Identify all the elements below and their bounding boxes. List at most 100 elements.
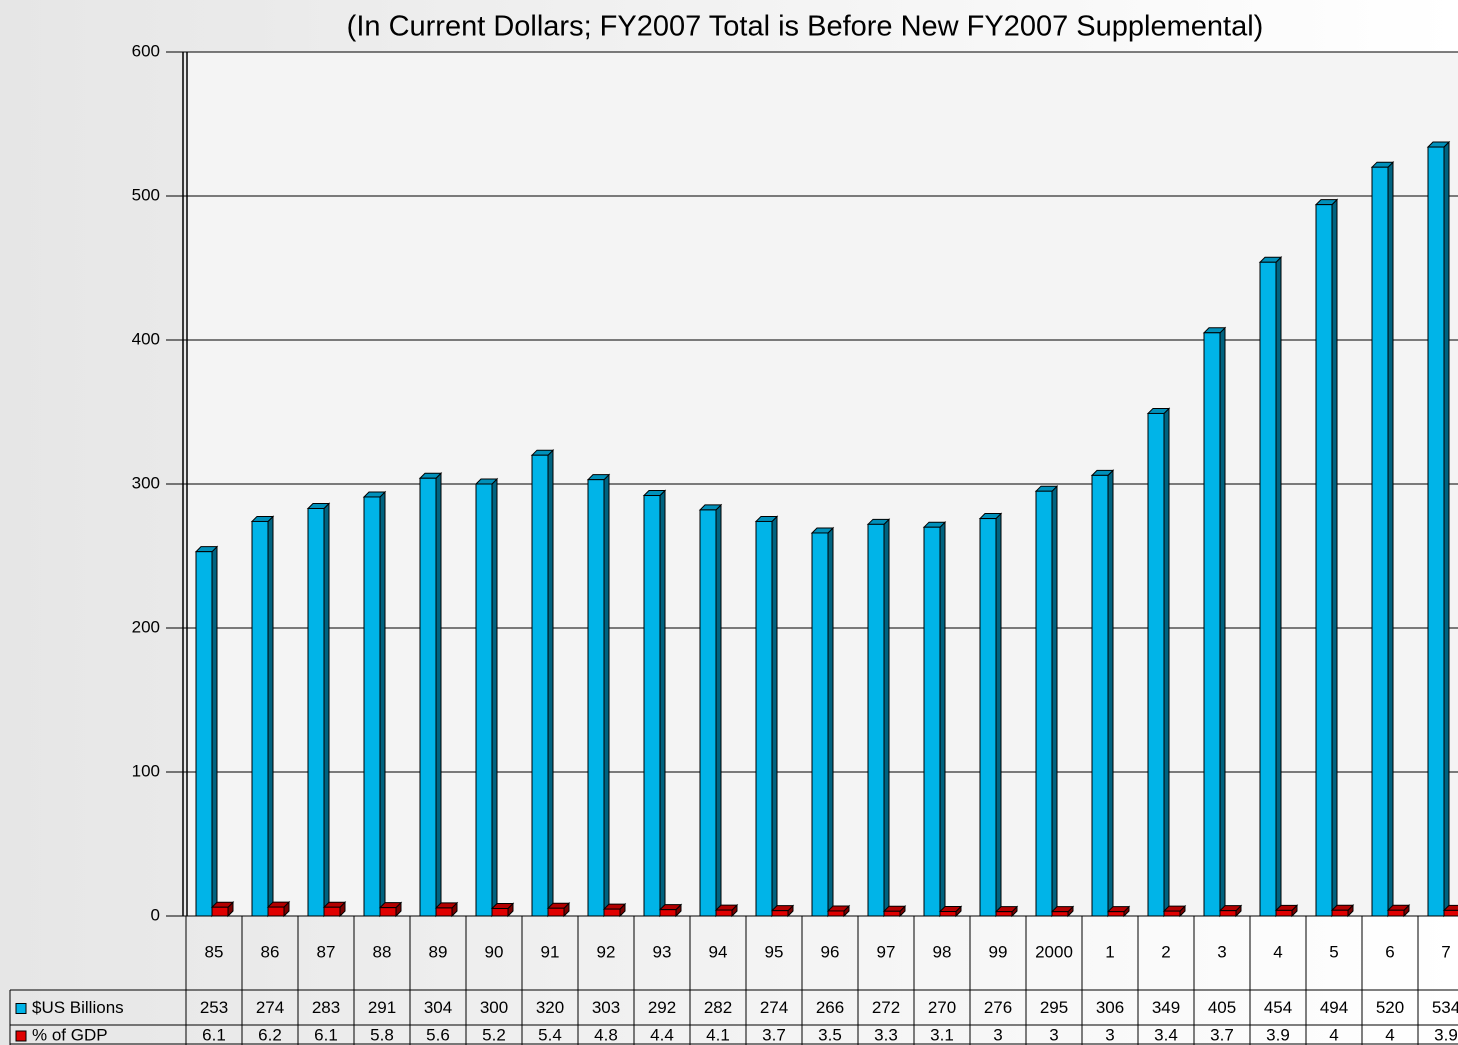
bar	[1371, 166, 1389, 917]
bar-side	[1219, 326, 1226, 918]
table-value: 306	[1096, 998, 1124, 1017]
bar-side	[267, 515, 274, 918]
bar	[923, 526, 941, 917]
bar	[323, 906, 341, 917]
bar	[267, 906, 285, 917]
table-value: 494	[1320, 998, 1348, 1017]
bar-side	[1051, 484, 1058, 918]
bar	[211, 906, 229, 917]
x-tick-label: 89	[429, 942, 448, 961]
bar-side	[323, 502, 330, 918]
bar-side	[603, 473, 610, 918]
bar	[307, 507, 325, 917]
bar-side	[1443, 140, 1450, 918]
bar	[419, 477, 437, 917]
bar	[771, 910, 789, 917]
x-tick-label: 2000	[1035, 942, 1073, 961]
table-value: 3	[993, 1025, 1002, 1044]
bar-side	[659, 489, 666, 918]
x-tick-label: 88	[373, 942, 392, 961]
bar	[1163, 910, 1181, 917]
table-value: 272	[872, 998, 900, 1017]
bar	[547, 907, 565, 917]
table-value: 3.9	[1266, 1025, 1290, 1044]
legend-label: % of GDP	[32, 1025, 108, 1044]
table-value: 454	[1264, 998, 1292, 1017]
table-value: 5.4	[538, 1025, 562, 1044]
table-value: 5.8	[370, 1025, 394, 1044]
y-tick-label: 200	[132, 617, 160, 636]
table-value: 304	[424, 998, 452, 1017]
bar	[1147, 412, 1165, 917]
x-tick-label: 96	[821, 942, 840, 961]
bar	[995, 911, 1013, 917]
table-value: 291	[368, 998, 396, 1017]
table-value: 282	[704, 998, 732, 1017]
bar-side	[379, 490, 386, 918]
bar	[643, 495, 661, 917]
y-tick-label: 500	[132, 185, 160, 204]
x-tick-label: 1	[1105, 942, 1114, 961]
table-value: 303	[592, 998, 620, 1017]
bar	[979, 518, 997, 917]
bar	[491, 908, 509, 917]
bar	[1219, 910, 1237, 917]
bar	[811, 532, 829, 917]
bar	[363, 496, 381, 917]
bar	[195, 551, 213, 917]
table-value: 274	[256, 998, 284, 1017]
bar	[755, 520, 773, 917]
bar-side	[995, 512, 1002, 918]
y-tick-label: 100	[132, 761, 160, 780]
legend-swatch	[15, 1030, 27, 1042]
bar	[603, 908, 621, 917]
table-value: 3.7	[1210, 1025, 1234, 1044]
bar	[531, 454, 549, 917]
table-value: 4.1	[706, 1025, 730, 1044]
table-value: 266	[816, 998, 844, 1017]
table-value: 283	[312, 998, 340, 1017]
bar	[251, 520, 269, 917]
table-value: 270	[928, 998, 956, 1017]
table-value: 295	[1040, 998, 1068, 1017]
bar	[435, 907, 453, 917]
bar	[1315, 204, 1333, 917]
bar	[1107, 911, 1125, 917]
bar-side	[827, 526, 834, 918]
table-value: 3.4	[1154, 1025, 1178, 1044]
bar-side	[211, 545, 218, 918]
table-value: 520	[1376, 998, 1404, 1017]
x-tick-label: 7	[1441, 942, 1450, 961]
table-value: 5.6	[426, 1025, 450, 1044]
bar	[1427, 146, 1445, 917]
x-tick-label: 95	[765, 942, 784, 961]
table-value: 274	[760, 998, 788, 1017]
table-value: 405	[1208, 998, 1236, 1017]
bar	[587, 479, 605, 917]
table-value: 300	[480, 998, 508, 1017]
bar-side	[1331, 198, 1338, 918]
bar-side	[1107, 469, 1114, 918]
bar	[1443, 909, 1458, 917]
bar-side	[1387, 160, 1394, 918]
bar-side	[435, 472, 442, 918]
x-tick-label: 5	[1329, 942, 1338, 961]
table-value: 3.3	[874, 1025, 898, 1044]
table-value: 253	[200, 998, 228, 1017]
x-tick-label: 6	[1385, 942, 1394, 961]
chart-title: (In Current Dollars; FY2007 Total is Bef…	[347, 11, 1264, 43]
table-value: 3.1	[930, 1025, 954, 1044]
bar	[1203, 332, 1221, 917]
bar-side	[771, 515, 778, 918]
y-tick-label: 600	[132, 41, 160, 60]
x-tick-label: 92	[597, 942, 616, 961]
table-value: 534	[1432, 998, 1458, 1017]
bar	[827, 910, 845, 917]
bar	[1051, 911, 1069, 917]
table-value: 3.5	[818, 1025, 842, 1044]
bar-side	[1163, 407, 1170, 918]
x-tick-label: 85	[205, 942, 224, 961]
y-tick-label: 0	[151, 905, 160, 924]
table-value: 4	[1385, 1025, 1394, 1044]
table-value: 6.2	[258, 1025, 282, 1044]
